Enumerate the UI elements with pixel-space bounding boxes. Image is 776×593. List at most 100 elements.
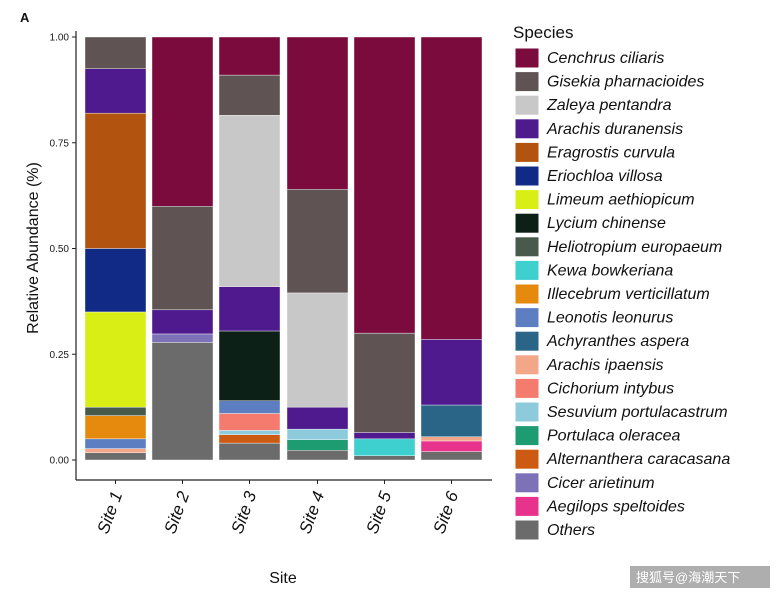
legend-item: Aegilops speltoides bbox=[514, 495, 685, 517]
legend-label: Eragrostis curvula bbox=[547, 144, 675, 161]
y-tick-label: 0.25 bbox=[50, 350, 70, 361]
legend-swatch bbox=[514, 212, 540, 234]
x-tick-label: Site 3 bbox=[228, 488, 261, 536]
bar-segment bbox=[218, 115, 281, 287]
legend-item: Portulaca oleracea bbox=[514, 425, 681, 447]
bar-segment bbox=[151, 205, 214, 311]
bar-segment bbox=[353, 432, 416, 440]
watermark-background bbox=[630, 566, 770, 588]
bar-segment bbox=[286, 189, 349, 294]
bar-segment bbox=[286, 292, 349, 408]
legend-label: Limeum aethiopicum bbox=[547, 192, 695, 209]
legend-item: Others bbox=[514, 519, 595, 541]
bar-stack bbox=[353, 36, 416, 461]
legend-label: Lycium chinense bbox=[547, 215, 666, 232]
legend-label: Gisekia pharnacioides bbox=[547, 74, 704, 91]
legend-label: Others bbox=[547, 522, 595, 539]
y-axis: 0.00 0.25 0.50 0.75 1.00 bbox=[50, 31, 77, 480]
bar-segment bbox=[84, 311, 147, 408]
legend-label: Cenchrus ciliaris bbox=[547, 50, 664, 67]
x-tick-label: Site 1 bbox=[94, 489, 127, 536]
legend-swatch bbox=[514, 377, 540, 399]
legend-swatch bbox=[514, 283, 540, 305]
legend-item: Arachis ipaensis bbox=[514, 354, 664, 376]
y-tick-label: 0.75 bbox=[50, 138, 70, 149]
legend-swatch bbox=[514, 330, 540, 352]
bar-segment bbox=[286, 36, 349, 190]
legend-item: Cenchrus ciliaris bbox=[514, 47, 664, 69]
legend-item: Cichorium intybus bbox=[514, 377, 674, 399]
bar-segment bbox=[218, 430, 281, 435]
bar-stack bbox=[84, 36, 147, 461]
bar-segment bbox=[84, 448, 147, 454]
bar-segment bbox=[84, 68, 147, 114]
x-tick-label: Site 4 bbox=[296, 489, 329, 536]
bar-segment bbox=[218, 413, 281, 431]
legend-item: Sesuvium portulacastrum bbox=[514, 401, 728, 423]
legend-swatch bbox=[514, 71, 540, 93]
legend-swatch bbox=[514, 236, 540, 258]
legend-item: Alternanthera caracasana bbox=[514, 448, 730, 470]
x-tick-label: Site 2 bbox=[161, 488, 194, 536]
legend-swatch bbox=[514, 47, 540, 69]
legend-swatch bbox=[514, 118, 540, 140]
bar-segment bbox=[84, 248, 147, 313]
legend-swatch bbox=[514, 165, 540, 187]
bar-segment bbox=[286, 406, 349, 430]
bar-segment bbox=[353, 36, 416, 334]
legend-item: Eragrostis curvula bbox=[514, 141, 675, 163]
bar-stack bbox=[420, 36, 483, 461]
legend-item: Kewa bowkeriana bbox=[514, 259, 673, 281]
legend-item: Heliotropium europaeum bbox=[514, 236, 722, 258]
bar-segment bbox=[353, 455, 416, 461]
bar-segment bbox=[84, 112, 147, 249]
legend-label: Leonotis leonurus bbox=[547, 310, 673, 327]
watermark: 搜狐号@海潮天下 bbox=[630, 566, 770, 588]
y-tick-label: 1.00 bbox=[50, 33, 70, 44]
y-tick-label: 0.50 bbox=[50, 244, 70, 255]
panel-label: A bbox=[20, 10, 30, 25]
legend-item: Cicer arietinum bbox=[514, 472, 655, 494]
legend-swatch bbox=[514, 401, 540, 423]
legend-swatch bbox=[514, 354, 540, 376]
legend-label: Cicer arietinum bbox=[547, 475, 655, 492]
bar-segment bbox=[84, 406, 147, 416]
x-tick-label: Site 6 bbox=[430, 488, 463, 536]
legend-swatch bbox=[514, 425, 540, 447]
legend-item: Zaleya pentandra bbox=[514, 94, 672, 116]
legend-label: Heliotropium europaeum bbox=[547, 239, 722, 256]
legend-label: Arachis ipaensis bbox=[546, 357, 664, 374]
legend-item: Arachis duranensis bbox=[514, 118, 683, 140]
legend-items: Cenchrus ciliaris Gisekia pharnacioides Za… bbox=[514, 47, 730, 541]
legend-label: Sesuvium portulacastrum bbox=[547, 404, 728, 421]
watermark-text: 搜狐号@海潮天下 bbox=[636, 570, 740, 585]
legend-label: Alternanthera caracasana bbox=[546, 451, 730, 468]
bar-segment bbox=[218, 74, 281, 116]
bar-segment bbox=[420, 451, 483, 461]
bar-segment bbox=[151, 342, 214, 461]
legend-swatch bbox=[514, 259, 540, 281]
legend-swatch bbox=[514, 141, 540, 163]
bars bbox=[84, 36, 483, 461]
bar-segment bbox=[151, 333, 214, 343]
bar-segment bbox=[286, 450, 349, 461]
legend-label: Achyranthes aspera bbox=[546, 333, 689, 350]
bar-segment bbox=[84, 452, 147, 461]
legend-item: Illecebrum verticillatum bbox=[514, 283, 710, 305]
bar-segment bbox=[420, 440, 483, 452]
bar-segment bbox=[84, 415, 147, 440]
x-axis: Site 1 Site 2 Site 3 Site 4 Site 5 Site 6 bbox=[76, 479, 492, 536]
legend-item: Lycium chinense bbox=[514, 212, 666, 234]
bar-stack bbox=[151, 36, 214, 461]
bar-segment bbox=[218, 400, 281, 414]
legend-swatch bbox=[514, 307, 540, 329]
legend-item: Leonotis leonurus bbox=[514, 307, 673, 329]
legend-item: Achyranthes aspera bbox=[514, 330, 689, 352]
legend-label: Zaleya pentandra bbox=[546, 97, 672, 114]
x-axis-title: Site bbox=[269, 570, 297, 587]
legend-label: Eriochloa villosa bbox=[547, 168, 663, 185]
bar-segment bbox=[420, 339, 483, 406]
legend-item: Eriochloa villosa bbox=[514, 165, 663, 187]
bar-segment bbox=[151, 309, 214, 335]
